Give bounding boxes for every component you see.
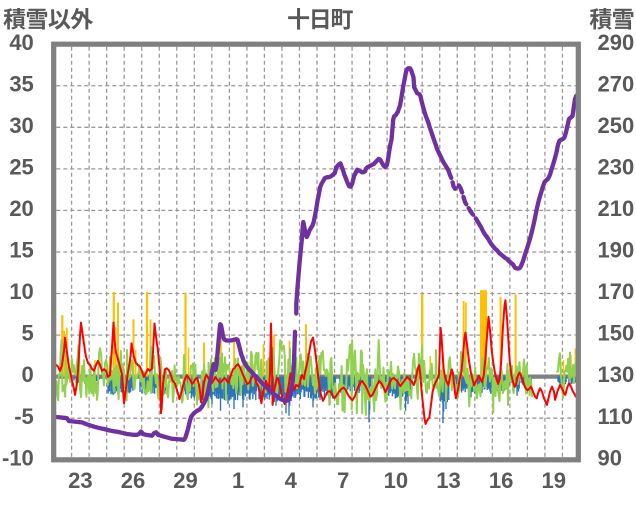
svg-text:7: 7 [337, 468, 349, 493]
svg-text:30: 30 [9, 113, 33, 138]
svg-text:1: 1 [232, 468, 244, 493]
svg-text:26: 26 [121, 468, 145, 493]
svg-text:16: 16 [489, 468, 513, 493]
svg-text:230: 230 [598, 154, 635, 179]
svg-text:150: 150 [598, 321, 635, 346]
svg-text:110: 110 [598, 404, 634, 429]
svg-text:25: 25 [9, 154, 33, 179]
svg-text:29: 29 [173, 468, 197, 493]
svg-text:270: 270 [598, 71, 635, 96]
svg-text:-5: -5 [14, 404, 34, 429]
svg-text:10: 10 [384, 468, 408, 493]
svg-text:190: 190 [598, 238, 635, 263]
svg-text:10: 10 [9, 279, 33, 304]
svg-text:170: 170 [598, 279, 635, 304]
svg-text:23: 23 [68, 468, 92, 493]
svg-text:5: 5 [22, 321, 34, 346]
svg-text:130: 130 [598, 362, 635, 387]
svg-text:4: 4 [285, 468, 298, 493]
svg-text:210: 210 [598, 196, 635, 221]
svg-text:250: 250 [598, 113, 635, 138]
svg-text:13: 13 [436, 468, 460, 493]
svg-text:35: 35 [9, 71, 33, 96]
svg-text:40: 40 [9, 30, 33, 55]
svg-text:20: 20 [9, 196, 33, 221]
svg-text:90: 90 [598, 445, 622, 470]
svg-text:19: 19 [541, 468, 565, 493]
svg-text:0: 0 [22, 362, 34, 387]
svg-text:-10: -10 [2, 445, 34, 470]
svg-text:290: 290 [598, 30, 635, 55]
svg-text:15: 15 [9, 238, 33, 263]
